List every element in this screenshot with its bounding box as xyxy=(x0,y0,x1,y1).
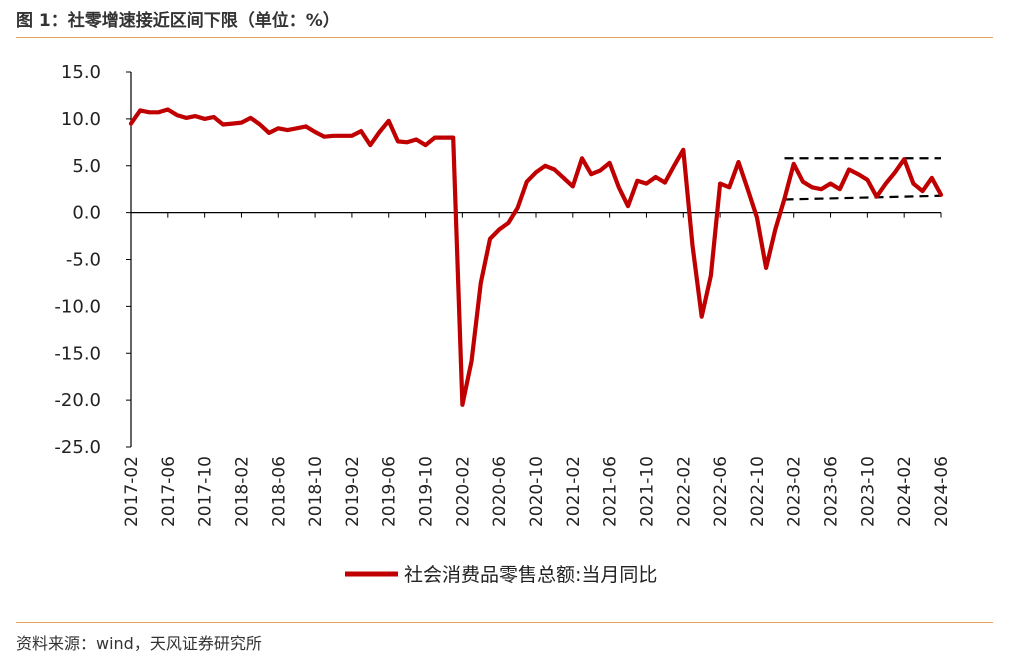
x-tick-label: 2018-06 xyxy=(269,456,289,527)
x-tick-label: 2023-02 xyxy=(785,456,805,527)
x-tick-label: 2019-06 xyxy=(380,456,400,527)
legend-label: 社会消费品零售总额:当月同比 xyxy=(404,564,657,586)
x-tick-label: 2023-10 xyxy=(858,456,878,527)
y-tick-label: 10.0 xyxy=(61,109,101,130)
lower-range-dashed-line xyxy=(784,194,942,201)
x-tick-label: 2021-02 xyxy=(564,456,584,527)
x-tick-label: 2021-06 xyxy=(601,456,621,527)
y-tick-label: -5.0 xyxy=(66,250,101,271)
retail-sales-yoy-chart: 15.0 10.0 5.0 0.0 -5.0 -10.0 -15.0 -20.0 -25.0 20… xyxy=(54,62,952,586)
x-tick-label: 2024-02 xyxy=(895,456,915,527)
x-tick-label: 2018-02 xyxy=(232,456,252,527)
y-tick-label: -20.0 xyxy=(54,390,101,411)
x-tick-label: 2017-10 xyxy=(196,456,216,527)
x-tick-label: 2020-02 xyxy=(453,456,473,527)
x-tick-label: 2020-10 xyxy=(527,456,547,527)
source-note: 资料来源：wind，天风证券研究所 xyxy=(16,634,262,653)
x-tick-label: 2024-06 xyxy=(932,456,952,527)
x-tick-label: 2020-06 xyxy=(490,456,510,527)
x-tick-label: 2019-10 xyxy=(417,456,437,527)
y-tick-label: 5.0 xyxy=(72,156,101,177)
x-tick-label: 2022-06 xyxy=(711,456,731,527)
title-divider xyxy=(16,37,993,38)
x-tick-label: 2018-10 xyxy=(306,456,326,527)
y-tick-label: -25.0 xyxy=(54,437,101,458)
x-tick-label: 2017-06 xyxy=(159,456,179,527)
x-tick-label: 2023-06 xyxy=(822,456,842,527)
figure-title: 图 1：社零增速接近区间下限（单位：%） xyxy=(16,11,340,31)
x-tick-label: 2022-10 xyxy=(748,456,768,527)
source-divider xyxy=(16,622,993,623)
y-tick-label: 0.0 xyxy=(72,203,101,224)
y-tick-label: -15.0 xyxy=(54,343,101,364)
y-tick-label: -10.0 xyxy=(54,296,101,317)
x-tick-label: 2022-02 xyxy=(674,456,694,527)
x-tick-label: 2017-02 xyxy=(122,456,142,527)
series-line-retail-sales-yoy xyxy=(128,107,944,407)
x-tick-label: 2019-02 xyxy=(343,456,363,527)
y-tick-label: 15.0 xyxy=(61,62,101,83)
x-tick-label: 2021-10 xyxy=(637,456,657,527)
